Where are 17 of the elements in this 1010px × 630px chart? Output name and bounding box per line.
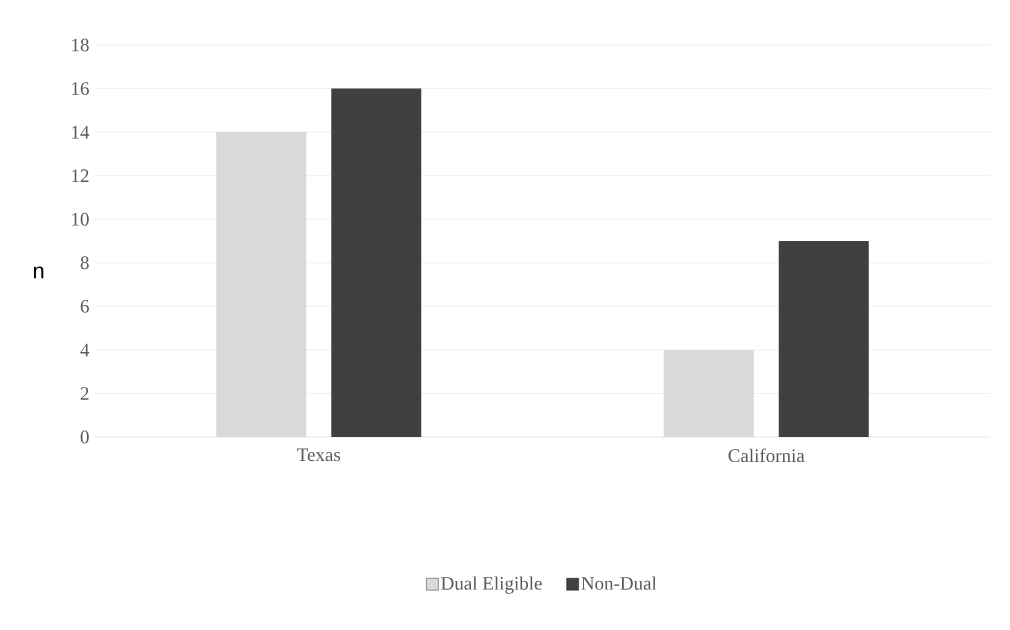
y-tick-label: 6 xyxy=(80,299,89,313)
bar xyxy=(331,88,422,437)
legend-label: Non-Dual xyxy=(581,576,657,590)
y-tick-label: 4 xyxy=(80,343,90,357)
y-tick-label: 8 xyxy=(80,256,89,270)
y-tick-label: 18 xyxy=(72,38,89,52)
y-tick-label: 12 xyxy=(72,169,89,182)
x-tick-label: Texas xyxy=(297,448,341,462)
legend-label: Dual Eligible xyxy=(441,576,542,594)
y-tick-label: 2 xyxy=(80,387,89,400)
y-tick-label: 10 xyxy=(72,212,89,226)
y-tick-label: 0 xyxy=(80,430,89,444)
y-axis-title: n xyxy=(33,266,44,279)
bar xyxy=(778,241,869,437)
x-tick-label: California xyxy=(728,448,805,463)
y-tick-label: 16 xyxy=(72,82,89,95)
y-tick-label: 14 xyxy=(72,125,90,139)
